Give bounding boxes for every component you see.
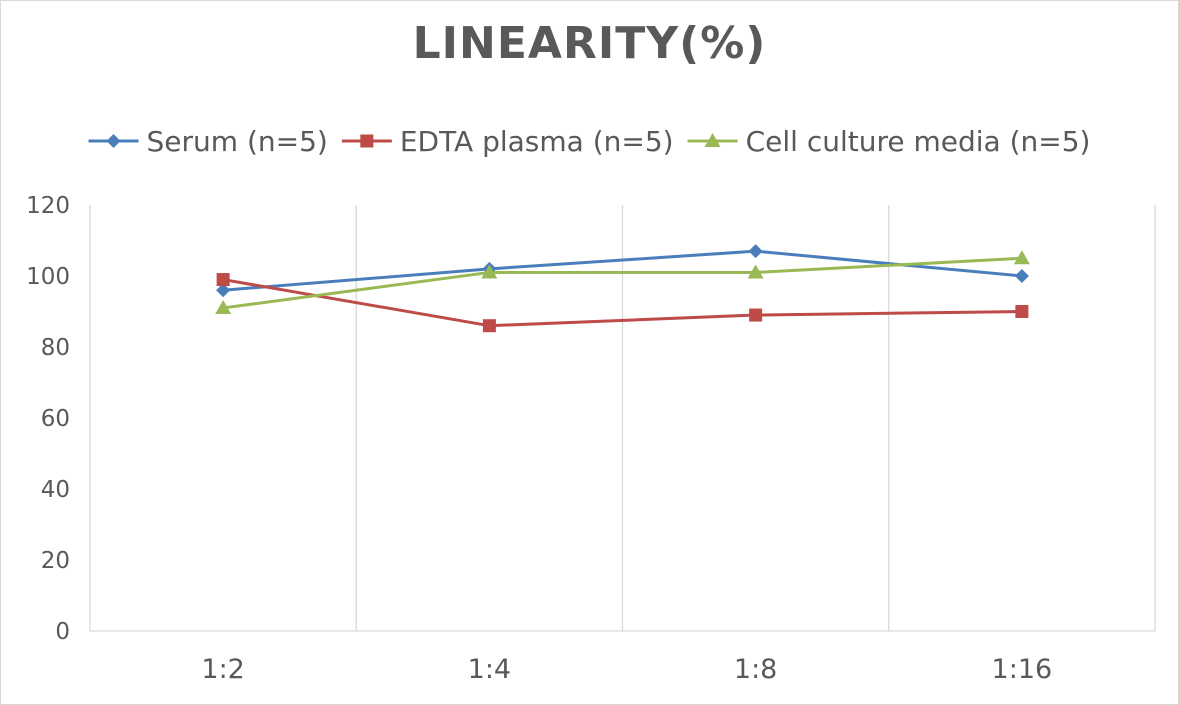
- legend-label-2: Cell culture media (n=5): [746, 125, 1091, 158]
- y-tick-label: 20: [41, 548, 70, 574]
- data-point-series-2: [747, 264, 764, 279]
- x-tick-label: 1:2: [201, 654, 244, 685]
- series-line-2: [222, 256, 1022, 310]
- chart-title: LINEARITY(%): [412, 18, 767, 69]
- legend-label-1: EDTA plasma (n=5): [400, 125, 674, 158]
- y-tick-label: 60: [41, 406, 70, 432]
- legend-label-0: Serum (n=5): [147, 125, 328, 158]
- y-tick-label: 40: [41, 477, 70, 503]
- legend-marker-0: [106, 134, 121, 148]
- grid: [89, 205, 1156, 631]
- data-point-series-0: [1014, 269, 1029, 283]
- data-point-series-2: [481, 264, 498, 279]
- data-point-series-1: [216, 273, 230, 287]
- data-point-series-1: [749, 308, 763, 322]
- axes: 0 20 40 60 80 100 120 1:2 1:4 1:8 1:16: [26, 193, 1155, 685]
- series-line-1: [222, 278, 1022, 328]
- data-point-series-0: [216, 283, 231, 298]
- data-point-series-0: [748, 244, 763, 259]
- y-tick-label: 80: [41, 335, 70, 361]
- x-tick-label: 1:8: [734, 654, 777, 685]
- data-point-series-2: [215, 299, 232, 314]
- y-tick-label: 0: [55, 619, 70, 645]
- series-line-0: [223, 249, 1023, 292]
- data-point-series-2: [1013, 250, 1030, 265]
- y-tick-label: 120: [26, 193, 70, 219]
- x-tick-label: 1:16: [992, 654, 1053, 685]
- y-tick-label: 100: [26, 264, 70, 290]
- legend: Serum (n=5) EDTA plasma (n=5) Cell culture…: [88, 125, 1091, 158]
- data-point-series-1: [1015, 305, 1029, 318]
- legend-marker-2: [704, 133, 721, 147]
- x-tick-label: 1:4: [468, 654, 511, 685]
- legend-marker-1: [360, 134, 374, 148]
- data-point-series-1: [482, 319, 496, 333]
- series-group: [215, 244, 1030, 333]
